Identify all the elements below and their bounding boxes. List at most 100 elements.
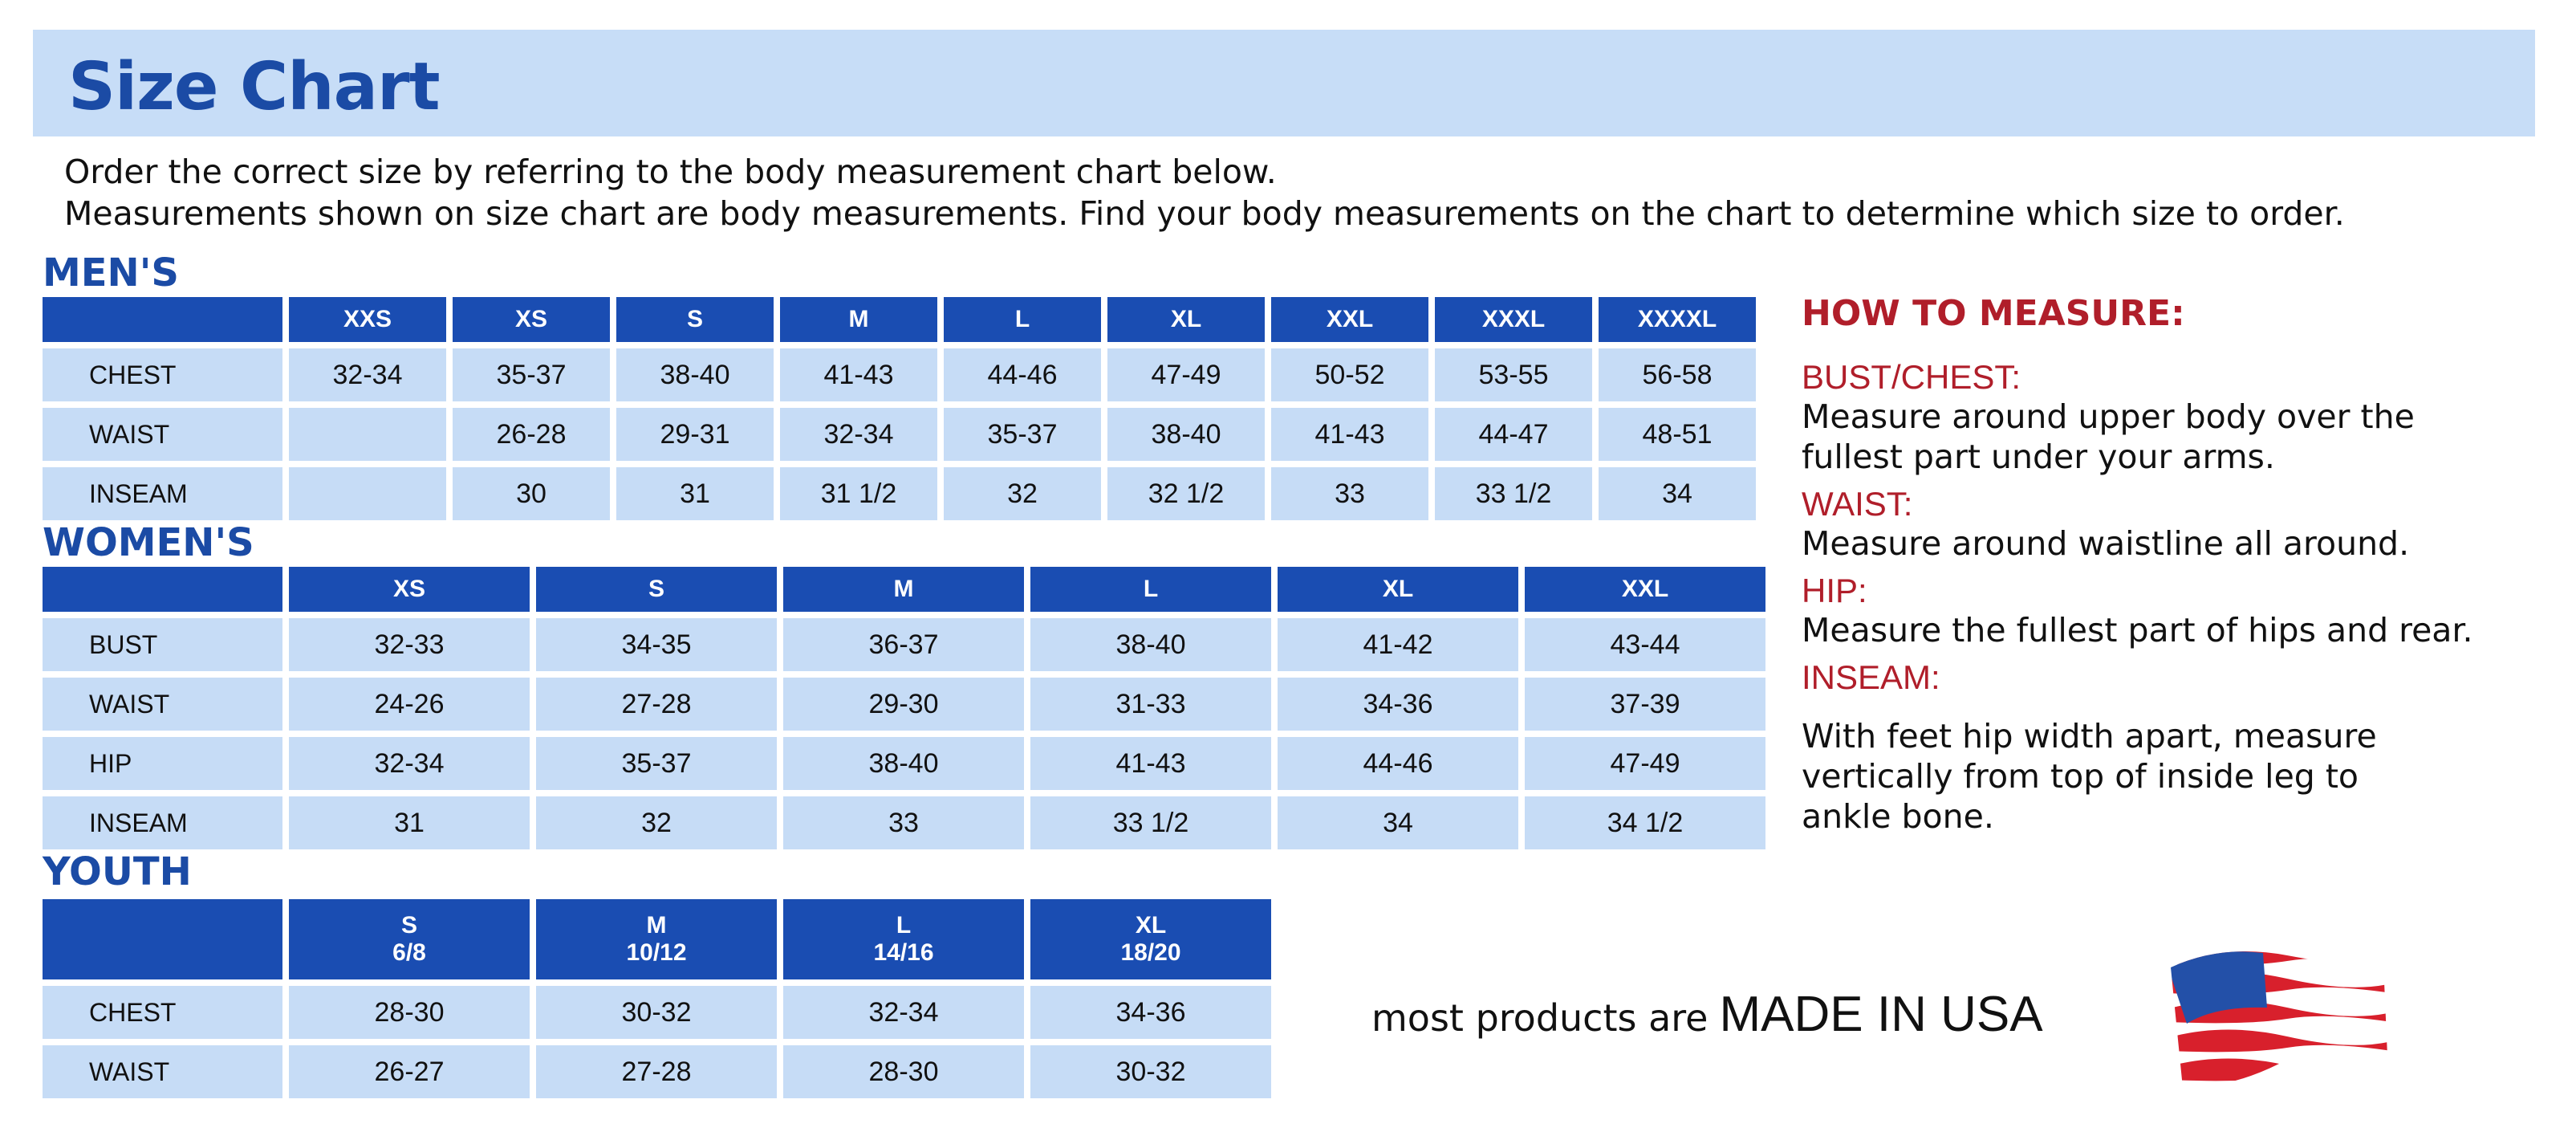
measure-text: Measure around upper body over the fulle…: [1802, 397, 2415, 476]
measurement-value: 35-37: [944, 408, 1101, 461]
size-header-label: M: [893, 576, 914, 602]
size-header-label: XXL: [1326, 306, 1374, 332]
measure-text: Measure around waistline all around.: [1802, 524, 2410, 563]
measure-text: With feet hip width apart, measure verti…: [1802, 717, 2377, 836]
measurement-value: 30-32: [536, 986, 777, 1039]
measurement-value: 38-40: [1107, 408, 1265, 461]
measurement-value: 44-46: [1278, 737, 1518, 790]
measurement-value: 35-37: [536, 737, 777, 790]
size-header-label: 18/20: [1120, 939, 1181, 966]
measurement-value: 28-30: [289, 986, 530, 1039]
intro-text: Order the correct size by referring to t…: [64, 151, 2345, 234]
measurement-value: 34-36: [1278, 678, 1518, 731]
measurement-label: INSEAM: [43, 796, 282, 849]
title-banner: Size Chart: [33, 30, 2535, 136]
measurement-value: 36-37: [783, 618, 1024, 671]
size-header-cell: S 6/8: [289, 899, 530, 979]
measurement-value: 29-30: [783, 678, 1024, 731]
size-header-cell: L: [1030, 567, 1271, 612]
measurement-value: 47-49: [1107, 348, 1265, 401]
measurement-value: 30: [453, 467, 610, 520]
measurement-value: 24-26: [289, 678, 530, 731]
measure-heading: INSEAM:: [1802, 658, 1940, 696]
measurement-value: 32: [944, 467, 1101, 520]
mens-size-table: XXS XS S M L XL XXL XXXL XXXXL CHEST 32-34 35-37 38-…: [43, 297, 1756, 520]
size-header-label: S: [400, 912, 417, 939]
measurement-value: 27-28: [536, 1045, 777, 1098]
measurement-value: 48-51: [1599, 408, 1756, 461]
size-header-label: XXXL: [1481, 306, 1546, 332]
header-corner-cell: [43, 567, 282, 612]
measurement-value: [289, 467, 446, 520]
measurement-label: BUST: [43, 618, 282, 671]
measurement-value: 30-32: [1030, 1045, 1271, 1098]
size-header-label: L: [1143, 576, 1159, 602]
measurement-value: [289, 408, 446, 461]
measurement-value: 41-42: [1278, 618, 1518, 671]
mens-label: MEN'S: [43, 250, 179, 295]
measurement-value: 38-40: [1030, 618, 1271, 671]
measurement-value: 33 1/2: [1030, 796, 1271, 849]
youth-label: YOUTH: [43, 849, 192, 894]
measure-heading: WAIST:: [1802, 485, 1913, 523]
size-header-cell: L: [944, 297, 1101, 342]
measure-text: Measure the fullest part of hips and rea…: [1802, 611, 2473, 649]
measurement-value: 32-33: [289, 618, 530, 671]
measurement-label: CHEST: [43, 348, 282, 401]
measurement-label: WAIST: [43, 1045, 282, 1098]
size-header-label: XL: [1135, 912, 1167, 939]
measurement-value: 41-43: [1030, 737, 1271, 790]
size-header-label: XXS: [343, 306, 392, 332]
measurement-value: 28-30: [783, 1045, 1024, 1098]
size-header-label: M: [646, 912, 667, 939]
measurement-value: 50-52: [1271, 348, 1428, 401]
measurement-value: 31 1/2: [780, 467, 937, 520]
how-to-measure-title: HOW TO MEASURE:: [1802, 293, 2185, 334]
measurement-value: 27-28: [536, 678, 777, 731]
size-header-label: 10/12: [626, 939, 687, 966]
measurement-value: 33: [1271, 467, 1428, 520]
measurement-value: 26-27: [289, 1045, 530, 1098]
measurement-value: 34-36: [1030, 986, 1271, 1039]
measure-heading: HIP:: [1802, 572, 1867, 609]
size-header-label: S: [648, 576, 664, 602]
size-header-cell: XXS: [289, 297, 446, 342]
how-to-measure-panel: HOW TO MEASURE: BUST/CHEST: Measure arou…: [1802, 293, 2548, 841]
size-header-cell: S: [536, 567, 777, 612]
size-header-cell: L 14/16: [783, 899, 1024, 979]
size-header-cell: XXL: [1525, 567, 1765, 612]
measurement-value: 35-37: [453, 348, 610, 401]
measure-heading: BUST/CHEST:: [1802, 358, 2021, 396]
made-in-usa: most products are MADE IN USA: [1371, 986, 2043, 1043]
measurement-value: 32: [536, 796, 777, 849]
measurement-value: 41-43: [780, 348, 937, 401]
measurement-value: 32-34: [783, 986, 1024, 1039]
made-in-usa-emphasis: MADE IN USA: [1719, 987, 2043, 1042]
size-header-label: XL: [1170, 306, 1202, 332]
size-header-cell: XL: [1278, 567, 1518, 612]
header-corner-cell: [43, 899, 282, 979]
page-title: Size Chart: [68, 49, 441, 125]
measurement-value: 31: [289, 796, 530, 849]
measurement-value: 41-43: [1271, 408, 1428, 461]
womens-label: WOMEN'S: [43, 520, 254, 565]
youth-size-table: S 6/8 M 10/12 L 14/16 XL 18/20 CHEST 28-30 30-32 32…: [43, 899, 1271, 1098]
measurement-value: 43-44: [1525, 618, 1765, 671]
size-header-label: M: [848, 306, 869, 332]
measurement-value: 33: [783, 796, 1024, 849]
womens-size-table: XS S M L XL XXL BUST 32-33 34-35 36-37 38-40 41-42 4…: [43, 567, 1765, 849]
measurement-value: 38-40: [616, 348, 774, 401]
size-header-cell: XS: [453, 297, 610, 342]
size-header-cell: XXL: [1271, 297, 1428, 342]
measurement-value: 47-49: [1525, 737, 1765, 790]
size-header-cell: M: [780, 297, 937, 342]
measurement-value: 37-39: [1525, 678, 1765, 731]
measurement-label: WAIST: [43, 678, 282, 731]
size-header-label: XXXXL: [1637, 306, 1717, 332]
size-header-label: L: [896, 912, 912, 939]
made-in-usa-prefix: most products are: [1371, 996, 1709, 1040]
size-header-cell: XL 18/20: [1030, 899, 1271, 979]
size-header-label: XL: [1382, 576, 1414, 602]
us-flag-icon: [2171, 951, 2387, 1088]
measurement-value: 29-31: [616, 408, 774, 461]
